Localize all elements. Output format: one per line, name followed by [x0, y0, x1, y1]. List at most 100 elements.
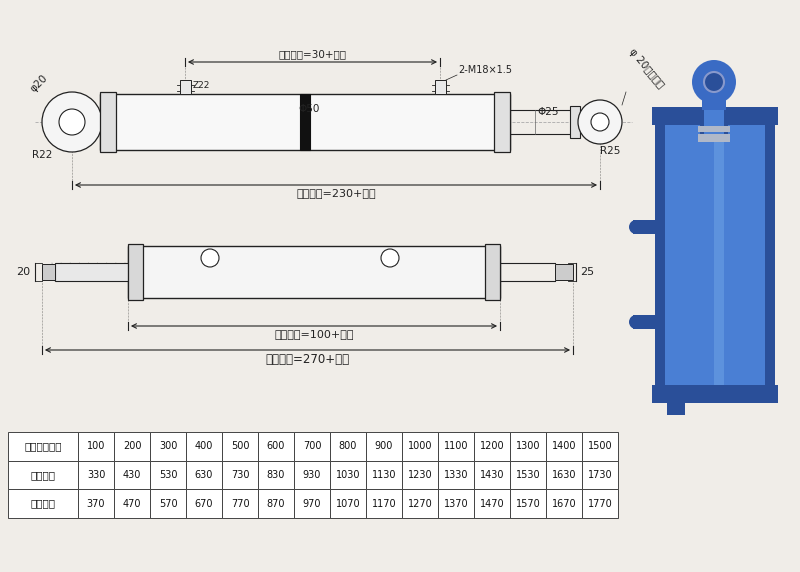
Bar [485, 244, 500, 300]
Bar [186, 432, 222, 460]
Bar [510, 489, 546, 518]
Text: 530: 530 [158, 470, 178, 480]
Bar [222, 489, 258, 518]
Text: R25: R25 [600, 146, 620, 156]
Bar [114, 432, 150, 460]
Bar [700, 110, 704, 135]
Text: 1370: 1370 [444, 499, 468, 509]
Bar [100, 92, 116, 152]
Text: 770: 770 [230, 499, 250, 509]
Circle shape [692, 60, 736, 104]
Text: 耳环距离=230+行程: 耳环距离=230+行程 [296, 188, 376, 198]
Bar [258, 489, 294, 518]
Bar [150, 432, 186, 460]
Bar [330, 460, 366, 489]
Text: 870: 870 [266, 499, 286, 509]
Text: 1670: 1670 [552, 499, 576, 509]
Bar [438, 432, 474, 460]
Bar [474, 432, 510, 460]
Bar [294, 432, 330, 460]
Circle shape [42, 92, 102, 152]
Bar [402, 432, 438, 460]
Text: 1130: 1130 [372, 470, 396, 480]
Text: 1470: 1470 [480, 499, 504, 509]
Text: 1730: 1730 [588, 470, 612, 480]
Bar [698, 134, 730, 142]
Text: 1300: 1300 [516, 442, 540, 451]
Text: 700: 700 [302, 442, 322, 451]
Text: 600: 600 [267, 442, 285, 451]
Bar [510, 432, 546, 460]
Text: 耳环距离: 耳环距离 [30, 470, 55, 480]
Text: 300: 300 [159, 442, 177, 451]
Circle shape [629, 220, 643, 234]
Circle shape [381, 249, 399, 267]
Bar [8, 489, 78, 518]
Bar [438, 460, 474, 489]
Text: 1400: 1400 [552, 442, 576, 451]
Bar [128, 244, 143, 300]
Text: 2-M18×1.5: 2-M18×1.5 [458, 65, 512, 75]
Bar [186, 489, 222, 518]
Text: 570: 570 [158, 499, 178, 509]
Text: 500: 500 [230, 442, 250, 451]
Text: Φ50: Φ50 [298, 104, 319, 114]
Bar [474, 489, 510, 518]
Text: 缩回全长=270+行程: 缩回全长=270+行程 [266, 353, 350, 366]
Bar [366, 489, 402, 518]
Text: 800: 800 [339, 442, 357, 451]
Bar [765, 120, 775, 390]
Bar [667, 399, 685, 415]
Text: 100: 100 [87, 442, 105, 451]
Text: 1070: 1070 [336, 499, 360, 509]
Circle shape [629, 315, 643, 329]
Bar [114, 489, 150, 518]
Bar [366, 460, 402, 489]
Bar [330, 489, 366, 518]
Bar [700, 110, 728, 135]
Text: 20: 20 [16, 267, 30, 277]
Bar [150, 460, 186, 489]
Circle shape [201, 249, 219, 267]
Text: 油口距离=30+行程: 油口距离=30+行程 [278, 49, 346, 59]
Text: 730: 730 [230, 470, 250, 480]
Text: R22: R22 [32, 150, 52, 160]
Text: 行程（毫米）: 行程（毫米） [24, 442, 62, 451]
Bar [652, 385, 778, 403]
Bar [402, 460, 438, 489]
Text: 470: 470 [122, 499, 142, 509]
Bar [724, 110, 728, 135]
Bar [434, 80, 446, 94]
Text: 200: 200 [122, 442, 142, 451]
Bar [186, 460, 222, 489]
Text: 930: 930 [303, 470, 321, 480]
Bar [78, 489, 114, 518]
Bar [100, 94, 510, 150]
Text: 1170: 1170 [372, 499, 396, 509]
Circle shape [704, 72, 724, 92]
Bar [42, 264, 55, 280]
Text: 830: 830 [267, 470, 285, 480]
Bar [300, 94, 310, 150]
Bar [633, 315, 655, 329]
Text: 1230: 1230 [408, 470, 432, 480]
Bar [294, 489, 330, 518]
Text: 430: 430 [123, 470, 141, 480]
Bar [8, 460, 78, 489]
Text: 25: 25 [580, 267, 594, 277]
Text: 河南恒昌机械设备有限公司: 河南恒昌机械设备有限公司 [355, 448, 445, 462]
Bar [222, 432, 258, 460]
Text: 1100: 1100 [444, 442, 468, 451]
Bar [582, 489, 618, 518]
Bar [510, 460, 546, 489]
Bar [258, 460, 294, 489]
Bar [78, 432, 114, 460]
Bar [582, 432, 618, 460]
Text: 970: 970 [302, 499, 322, 509]
Text: 900: 900 [375, 442, 393, 451]
Text: 1530: 1530 [516, 470, 540, 480]
Bar [494, 92, 510, 152]
Bar [698, 126, 730, 132]
Circle shape [591, 113, 609, 131]
Bar [78, 460, 114, 489]
